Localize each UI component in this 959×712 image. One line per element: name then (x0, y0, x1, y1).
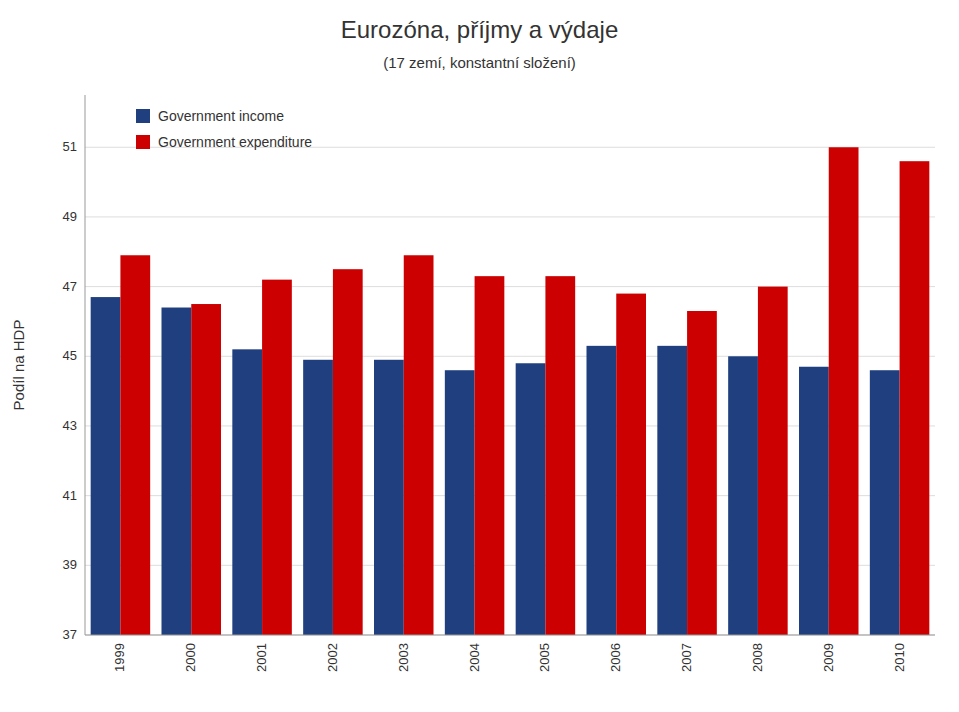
x-tick-label: 2006 (608, 643, 623, 672)
legend-swatch (136, 135, 150, 149)
y-tick-label: 37 (63, 627, 77, 642)
bar (545, 276, 575, 635)
bar (728, 356, 758, 635)
bar (445, 370, 475, 635)
bar (587, 346, 617, 635)
x-tick-label: 2008 (750, 643, 765, 672)
chart-container: Eurozóna, příjmy a výdaje (17 zemí, konst… (0, 0, 959, 712)
bar (870, 370, 900, 635)
bar (799, 367, 829, 635)
bar (191, 304, 221, 635)
x-tick-label: 2010 (892, 643, 907, 672)
bar (900, 161, 930, 635)
bar (758, 287, 788, 635)
y-axis-line (85, 95, 86, 635)
bar (91, 297, 121, 635)
chart: Eurozóna, příjmy a výdaje (17 zemí, konst… (0, 0, 959, 712)
x-tick-label: 2000 (183, 643, 198, 672)
x-tick-label: 2001 (254, 643, 269, 672)
bar (616, 294, 646, 635)
y-tick-label: 47 (63, 279, 77, 294)
grid-line (85, 286, 935, 287)
x-tick-label: 2002 (325, 643, 340, 672)
title: Eurozóna, příjmy a výdaje (341, 16, 618, 43)
y-axis-label: Podíl na HDP (10, 320, 27, 411)
x-tick-label: 2007 (679, 643, 694, 672)
bar (687, 311, 717, 635)
bar (162, 308, 192, 635)
bar (120, 255, 150, 635)
bar (333, 269, 363, 635)
y-tick-label: 45 (63, 348, 77, 363)
bars (91, 147, 930, 635)
y-tick-label: 43 (63, 418, 77, 433)
bar (475, 276, 505, 635)
legend: Government income Government expenditure (136, 108, 312, 150)
bar (374, 360, 404, 635)
x-tick-label: 1999 (112, 643, 127, 672)
subtitle: (17 zemí, konstantní složení) (383, 54, 576, 71)
x-tick-label: 2004 (467, 643, 482, 672)
x-tick-label: 2005 (537, 643, 552, 672)
y-tick-label: 49 (63, 209, 77, 224)
y-tick-label: 39 (63, 557, 77, 572)
bar (829, 147, 859, 635)
bar (657, 346, 687, 635)
grid (85, 147, 935, 635)
grid-line (85, 635, 935, 636)
grid-line (85, 216, 935, 217)
legend-label: Government income (158, 108, 284, 124)
bar (516, 363, 546, 635)
legend-swatch (136, 109, 150, 123)
x-axis-line (85, 635, 935, 636)
y-tick-label: 51 (63, 139, 77, 154)
x-tick-label: 2003 (396, 643, 411, 672)
bar (404, 255, 434, 635)
legend-label: Government expenditure (158, 134, 312, 150)
bar (303, 360, 333, 635)
x-tick-label: 2009 (821, 643, 836, 672)
bar (232, 349, 262, 635)
y-tick-label: 41 (63, 488, 77, 503)
bar (262, 280, 292, 635)
